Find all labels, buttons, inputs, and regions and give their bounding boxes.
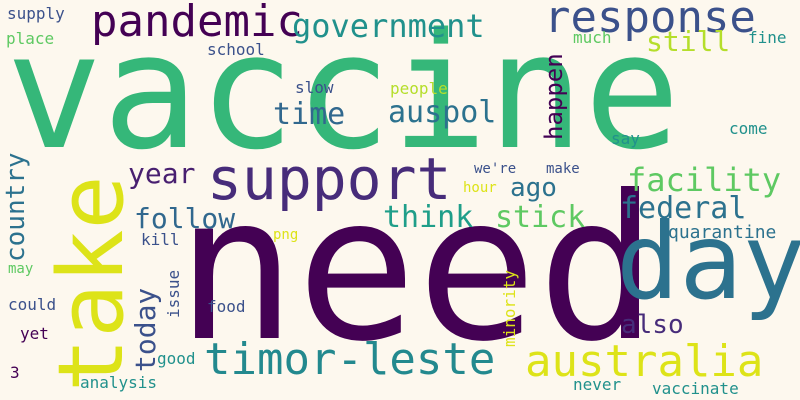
word-never: never [573, 375, 622, 394]
word-yet: yet [20, 324, 49, 343]
word-quarantine: quarantine [668, 222, 777, 243]
word-we-re: we're [474, 161, 517, 177]
word-follow: follow [134, 202, 236, 235]
word-issue: issue [164, 269, 183, 318]
word-place: place [6, 29, 55, 48]
word-hour: hour [463, 180, 497, 196]
word-vaccinate: vaccinate [652, 379, 739, 398]
word-take: take [39, 175, 144, 392]
word-auspol: auspol [388, 95, 497, 130]
word-say: say [611, 129, 640, 148]
word-minority: minority [500, 269, 519, 347]
word-good: good [157, 349, 196, 368]
word-country: country [1, 152, 31, 262]
word-happen: happen [540, 53, 568, 140]
word-school: school [207, 40, 265, 59]
word-also: also [621, 310, 684, 340]
word-analysis: analysis [80, 373, 158, 392]
word-response: response [544, 0, 756, 43]
word-make: make [546, 161, 580, 177]
word-today: today [129, 287, 162, 372]
word-think: think [383, 200, 474, 235]
word-much: much [573, 28, 612, 47]
word-png: png [273, 227, 299, 243]
word-vaccine: vaccine [6, 0, 681, 185]
word-government: government [292, 7, 485, 45]
word-3: 3 [10, 363, 20, 382]
word-year: year [128, 157, 196, 190]
word-day: day [616, 201, 800, 323]
word-facility: facility [627, 161, 782, 199]
word-fine: fine [748, 28, 787, 47]
word-still: still [646, 25, 731, 58]
word-australia: australia [525, 336, 764, 387]
word-could: could [8, 295, 57, 314]
word-may: may [8, 261, 34, 277]
word-slow: slow [295, 78, 334, 97]
word-ago: ago [510, 173, 557, 203]
word-timor-leste: timor-leste [204, 334, 496, 385]
word-food: food [207, 297, 246, 316]
word-stick: stick [495, 200, 586, 235]
word-federal: federal [620, 191, 747, 226]
word-support: support [207, 145, 452, 213]
word-time: time [273, 97, 346, 132]
word-kill: kill [141, 230, 180, 249]
word-people: people [390, 79, 448, 98]
word-supply: supply [7, 4, 65, 23]
word-need: need [176, 153, 658, 386]
word-pandemic: pandemic [91, 0, 303, 47]
word-come: come [729, 119, 768, 138]
